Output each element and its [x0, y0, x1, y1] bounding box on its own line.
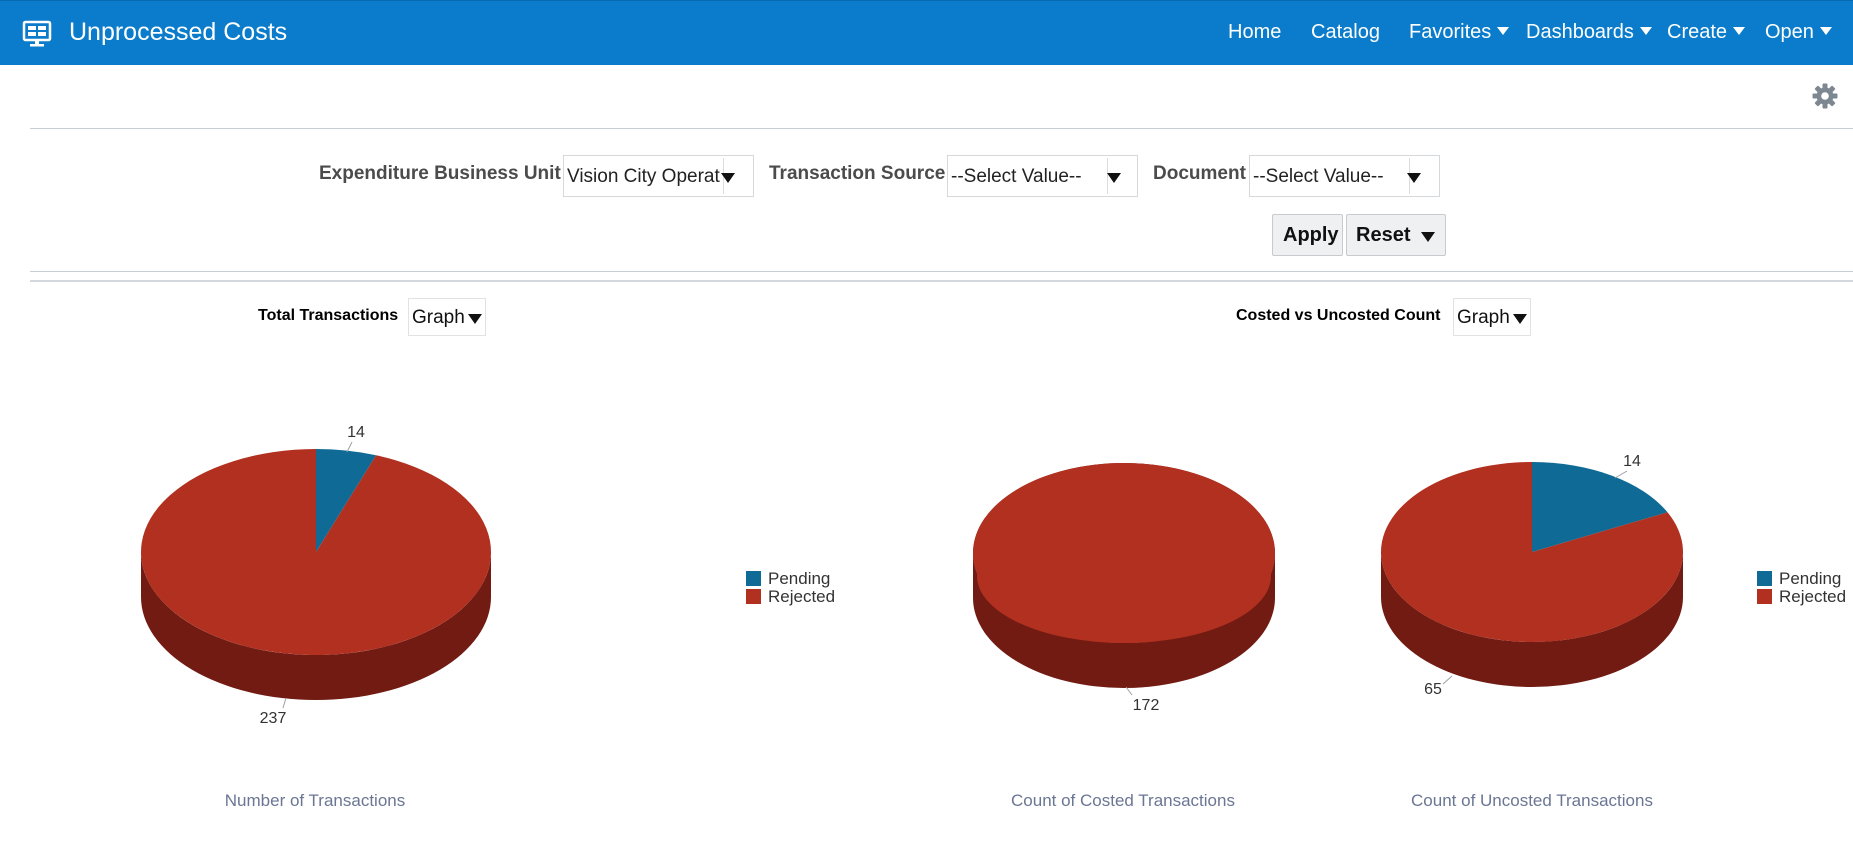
nav-dashboards[interactable]: Dashboards [1526, 21, 1652, 47]
data-label: 65 [1424, 681, 1442, 698]
data-label-leader [1442, 675, 1453, 685]
nav-create[interactable]: Create [1667, 21, 1746, 47]
pie-top-face [977, 509, 1271, 643]
pie-side-wall [973, 553, 1275, 688]
legend-swatch-pending [746, 571, 761, 586]
reset-button-label: Reset [1356, 224, 1411, 246]
nav-catalog[interactable]: Catalog [1311, 21, 1380, 47]
data-label: 14 [347, 424, 365, 441]
page-title: Unprocessed Costs [69, 18, 288, 46]
chevron-down-icon [468, 314, 482, 324]
divider [30, 271, 1853, 272]
legend-swatch-pending [1757, 571, 1772, 586]
business-unit-label: Expenditure Business Unit [319, 163, 561, 184]
legend-label-pending: Pending [768, 569, 830, 588]
document-value: --Select Value-- [1253, 166, 1384, 187]
total-transactions-view-select[interactable]: Graph [408, 298, 486, 336]
dashboard-monitor-icon[interactable] [22, 19, 52, 49]
transaction-source-value: --Select Value-- [951, 166, 1082, 187]
chart-title-uncosted: Count of Uncosted Transactions [1411, 791, 1653, 810]
transaction-source-label: Transaction Source [769, 163, 946, 184]
data-label-leader [282, 697, 287, 709]
legend-uncosted: Pending Rejected [1757, 569, 1846, 606]
nav-create-label: Create [1667, 21, 1728, 43]
nav-home[interactable]: Home [1228, 21, 1281, 47]
reset-button[interactable]: Reset [1346, 214, 1446, 256]
costed-vs-uncosted-view-select[interactable]: Graph [1453, 298, 1531, 336]
chevron-down-icon [1497, 26, 1510, 35]
data-label: 172 [1133, 697, 1160, 714]
nav-favorites-label: Favorites [1409, 21, 1492, 43]
chevron-down-icon [1733, 26, 1746, 35]
nav-dashboards-label: Dashboards [1526, 21, 1634, 43]
legend-label-rejected: Rejected [1779, 587, 1846, 606]
pie-slice-pending[interactable] [1532, 462, 1668, 552]
chevron-down-icon [1421, 232, 1435, 242]
business-unit-select[interactable]: Vision City Operat [563, 155, 754, 197]
pie-chart-costed[interactable]: 172 [973, 463, 1275, 714]
nav-catalog-label: Catalog [1311, 21, 1380, 43]
apply-button-label: Apply [1283, 224, 1339, 246]
view-select-value: Graph [412, 307, 465, 328]
nav-favorites[interactable]: Favorites [1409, 21, 1510, 47]
data-label: 14 [1623, 453, 1641, 470]
data-label-leader [1614, 470, 1628, 479]
legend-swatch-rejected [1757, 589, 1772, 604]
chart-title-costed: Count of Costed Transactions [1011, 791, 1235, 810]
legend-swatch-rejected [746, 589, 761, 604]
costed-vs-uncosted-label: Costed vs Uncosted Count [1236, 307, 1441, 324]
nav-open-label: Open [1765, 21, 1814, 43]
transaction-source-select[interactable]: --Select Value-- [947, 155, 1138, 197]
divider [30, 280, 1853, 282]
chart-title-number-of-transactions: Number of Transactions [225, 791, 405, 810]
pie-side-wall [141, 552, 491, 700]
total-transactions-label: Total Transactions [258, 307, 399, 324]
data-label-leader [1125, 686, 1133, 696]
pie-chart-uncosted[interactable]: 14 65 [1380, 453, 1683, 698]
document-select[interactable]: --Select Value-- [1249, 155, 1440, 197]
pie-slice-rejected[interactable] [141, 449, 492, 656]
pie-chart-total-transactions[interactable]: 14 237 [141, 424, 492, 727]
chevron-down-icon [1639, 26, 1652, 35]
gear-icon[interactable] [1811, 82, 1839, 110]
business-unit-value: Vision City Operat [567, 166, 720, 187]
legend-label-pending: Pending [1779, 569, 1841, 588]
document-label: Document [1153, 163, 1246, 184]
apply-button[interactable]: Apply [1272, 214, 1343, 256]
divider [30, 128, 1853, 129]
chevron-down-icon [1819, 26, 1832, 35]
chevron-down-icon[interactable] [1407, 173, 1421, 183]
pie-side-wall [1381, 552, 1683, 687]
chevron-down-icon[interactable] [1107, 173, 1121, 183]
nav-open[interactable]: Open [1765, 21, 1832, 47]
chevron-down-icon [1513, 314, 1527, 324]
nav-home-label: Home [1228, 21, 1282, 43]
app-header: Unprocessed Costs Home Catalog Favorites… [0, 0, 1853, 65]
chevron-down-icon[interactable] [721, 173, 735, 183]
data-label-leader [346, 441, 353, 453]
pie-slice-pending[interactable] [316, 449, 377, 552]
legend-label-rejected: Rejected [768, 587, 835, 606]
legend-total-transactions: Pending Rejected [746, 569, 835, 606]
view-select-value: Graph [1457, 307, 1510, 328]
data-label: 237 [260, 710, 287, 727]
pie-slice-rejected[interactable] [1380, 462, 1683, 642]
